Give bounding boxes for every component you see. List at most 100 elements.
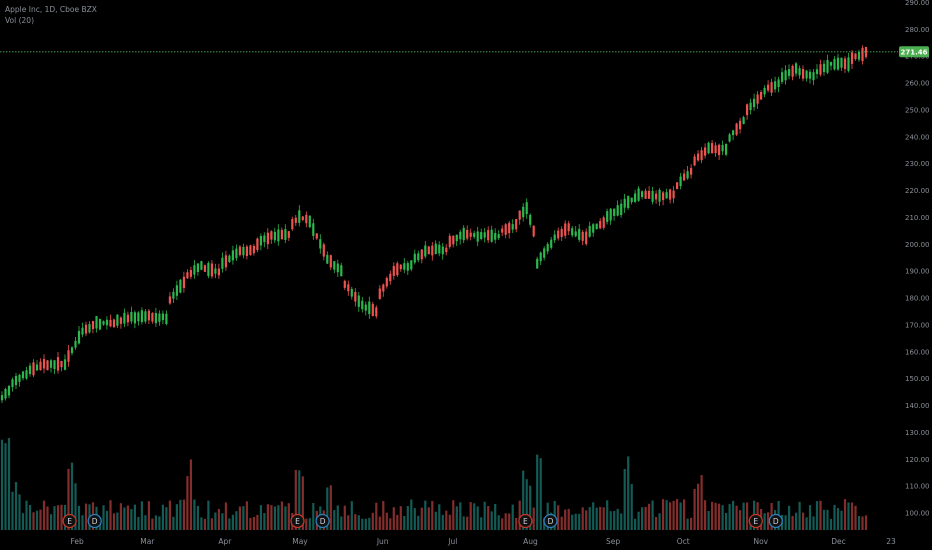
earnings-marker[interactable]: E — [518, 513, 533, 529]
candle-body — [756, 94, 759, 104]
volume-bar — [658, 513, 661, 530]
candle-body — [406, 263, 409, 271]
volume-bar — [14, 482, 18, 530]
candle-body — [196, 263, 199, 272]
volume-bar — [784, 515, 787, 530]
volume-bar — [808, 505, 812, 530]
volume-bar — [424, 500, 427, 530]
volume-bar — [857, 516, 861, 530]
volume-bar — [32, 512, 35, 530]
candlestick-series — [0, 45, 868, 404]
volume-bar — [301, 476, 304, 530]
candle-body — [665, 192, 668, 199]
volume-bar — [294, 470, 297, 530]
volume-bar — [410, 499, 413, 530]
candle-body — [819, 64, 822, 75]
dividend-marker[interactable]: D — [87, 513, 102, 529]
candle-body — [4, 389, 7, 399]
volume-bar — [833, 504, 836, 530]
candle-body — [161, 313, 164, 321]
volume-bar — [788, 505, 791, 530]
candle-body — [287, 231, 290, 238]
volume-bar — [252, 516, 255, 530]
dividend-marker[interactable]: D — [768, 513, 783, 529]
marker-circle — [87, 513, 102, 529]
time-tick-label: Oct — [677, 537, 690, 546]
volume-bar — [329, 485, 332, 530]
candle-body — [396, 263, 399, 276]
volume-bar — [655, 517, 658, 530]
volume-bar — [112, 513, 116, 530]
candle-body — [494, 233, 497, 240]
marker-label: D — [320, 517, 326, 526]
candle-body — [700, 150, 703, 161]
volume-bar — [392, 507, 395, 530]
candle-body — [711, 143, 714, 154]
dividend-marker[interactable]: D — [315, 513, 330, 529]
candle-body — [448, 235, 451, 247]
volume-bar — [609, 511, 612, 530]
candle-body — [434, 243, 437, 254]
volume-bar — [378, 516, 381, 530]
candle-body — [25, 370, 28, 379]
earnings-marker[interactable]: E — [62, 513, 77, 529]
volume-bar — [732, 500, 735, 530]
candle-body — [438, 244, 441, 254]
volume-bar — [364, 518, 367, 530]
candle-body — [592, 224, 595, 233]
volume-bar — [725, 513, 728, 530]
candle-body — [487, 230, 490, 241]
candle-body — [543, 248, 546, 258]
volume-bar — [270, 505, 273, 530]
candle-body — [217, 268, 220, 276]
candle-body — [648, 190, 651, 199]
time-tick-label: Aug — [523, 537, 538, 546]
candle-body — [581, 231, 584, 241]
candle-body — [319, 239, 322, 249]
volume-bar — [742, 502, 745, 530]
price-tick-label: 100.00 — [905, 510, 930, 518]
volume-bar — [697, 483, 700, 530]
candle-body — [266, 232, 269, 245]
volume-bar — [501, 518, 504, 530]
candle-body — [154, 313, 157, 324]
candle-body — [812, 72, 815, 81]
volume-bar — [18, 494, 21, 530]
candle-body — [606, 211, 609, 222]
volume-bar — [396, 514, 399, 530]
candle-body — [630, 197, 633, 203]
dividend-marker[interactable]: D — [543, 513, 558, 529]
volume-bar — [49, 514, 53, 530]
candle-body — [399, 264, 402, 270]
candle-body — [329, 255, 332, 268]
candle-body — [857, 52, 861, 60]
volume-bar — [606, 500, 609, 530]
candle-body — [770, 82, 773, 93]
candle-body — [315, 233, 318, 239]
volume-bar — [850, 502, 854, 530]
volume-bar — [137, 516, 140, 530]
candle-body — [749, 102, 752, 111]
candle-body — [466, 229, 469, 239]
candle-body — [231, 250, 234, 261]
earnings-marker[interactable]: E — [290, 513, 305, 529]
candle-body — [245, 246, 248, 256]
volume-bar — [644, 506, 647, 530]
candle-body — [623, 198, 626, 208]
volume-bar — [854, 505, 857, 530]
price-tick-label: 120.00 — [905, 456, 930, 464]
volume-bar — [406, 506, 409, 530]
volume-bar — [298, 470, 301, 530]
volume-bar — [602, 507, 605, 530]
candle-body — [815, 69, 819, 74]
earnings-marker[interactable]: E — [748, 513, 763, 529]
volume-bar — [445, 510, 448, 530]
volume-bar — [193, 499, 196, 530]
volume-bar — [718, 503, 721, 530]
volume-bar — [123, 507, 126, 530]
volume-bar — [595, 507, 598, 530]
volume-bar — [200, 517, 203, 530]
volume-bar — [259, 505, 262, 530]
